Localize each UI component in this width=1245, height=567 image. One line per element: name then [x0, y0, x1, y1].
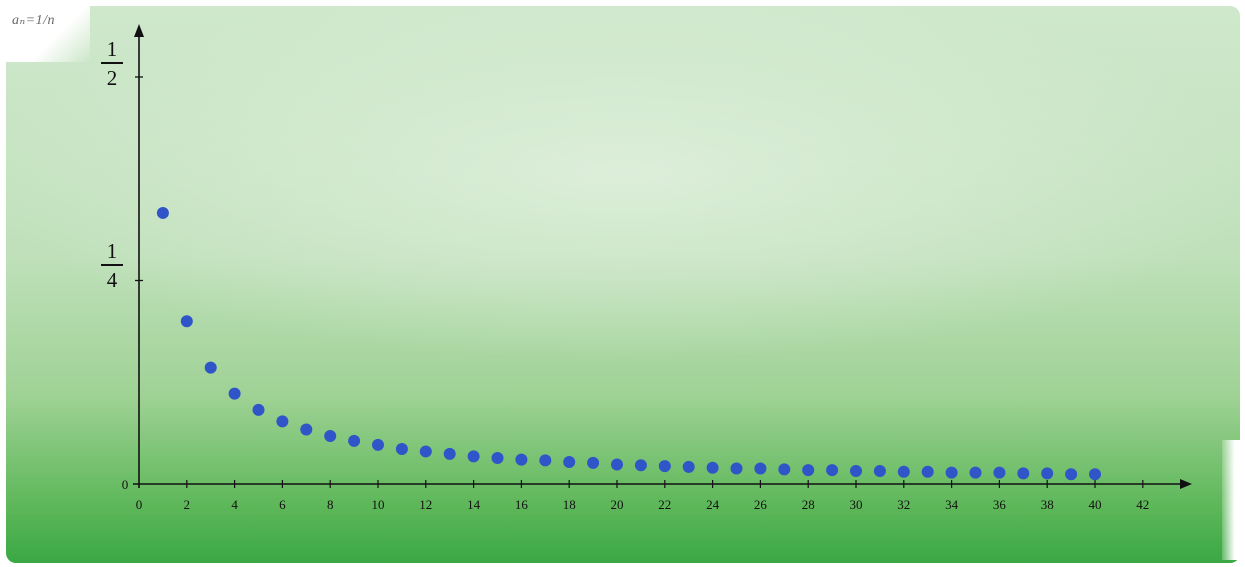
y-tick-label-half: 1 2	[101, 38, 123, 89]
data-point	[778, 463, 791, 476]
x-tick-label: 40	[1089, 497, 1102, 512]
y-tick-half-denominator: 2	[106, 65, 118, 90]
x-tick-label: 20	[611, 497, 624, 512]
data-point	[372, 438, 384, 451]
data-point	[443, 447, 456, 460]
y-axis-label: aₙ=1/n	[12, 13, 56, 28]
x-tick-label: 16	[515, 497, 529, 512]
x-tick-label: 36	[993, 497, 1007, 512]
y-tick-label-zero: 0	[122, 477, 129, 492]
y-axis-arrow	[134, 24, 144, 37]
data-point	[682, 460, 695, 473]
x-tick-label: 0	[136, 497, 143, 512]
x-tick-label: 14	[467, 497, 481, 512]
data-point	[324, 429, 337, 442]
torn-corner	[0, 0, 90, 62]
data-point	[419, 445, 432, 458]
ticks: 00 2 4 6 8 10 12 14 16 18 20 22 24 26 28 30 32 34 36 38 40 42	[122, 76, 1149, 512]
data-point	[945, 466, 958, 479]
data-point	[300, 423, 313, 436]
data-point	[873, 464, 886, 477]
data-point	[252, 403, 265, 416]
data-point	[587, 456, 600, 469]
data-point	[658, 460, 671, 473]
data-point	[897, 465, 910, 478]
y-tick-quarter-numerator: 1	[106, 239, 118, 263]
chart-background	[6, 6, 1240, 563]
y-tick-quarter-denominator: 4	[106, 267, 118, 292]
data-point	[969, 466, 982, 479]
data-point	[467, 450, 480, 463]
x-tick-label: 42	[1136, 497, 1149, 512]
data-point	[802, 464, 815, 477]
data-point	[491, 451, 504, 464]
data-point	[850, 464, 862, 477]
x-tick-label: 28	[802, 497, 815, 512]
x-tick-label: 6	[279, 497, 286, 512]
data-point	[993, 466, 1006, 479]
data-point	[730, 462, 743, 475]
x-tick-label: 34	[945, 497, 959, 512]
data-point	[826, 464, 839, 477]
data-point	[156, 206, 169, 219]
data-point	[1017, 467, 1030, 480]
data-point	[539, 454, 552, 467]
x-tick-label: 4	[231, 497, 238, 512]
data-point	[204, 361, 217, 374]
x-tick-label: 26	[754, 497, 768, 512]
data-point	[706, 461, 719, 474]
data-point	[1041, 467, 1054, 480]
data-point	[180, 315, 193, 328]
fraction-bar	[101, 62, 123, 64]
data-point	[1065, 468, 1078, 481]
data-point	[921, 465, 934, 478]
data-point	[634, 459, 647, 472]
x-tick-label: 22	[658, 497, 671, 512]
x-tick-label: 38	[1041, 497, 1054, 512]
y-tick-label-quarter: 1 4	[101, 240, 123, 291]
x-tick-label: 12	[419, 497, 432, 512]
x-tick-label: 8	[327, 497, 334, 512]
data-point	[395, 442, 408, 455]
data-point	[515, 453, 528, 466]
x-tick-label: 2	[184, 497, 191, 512]
axes	[133, 24, 1192, 489]
torn-edge	[1222, 440, 1245, 560]
data-point	[228, 387, 241, 400]
data-point	[754, 462, 767, 475]
x-tick-label: 30	[850, 497, 863, 512]
y-tick-half-numerator: 1	[106, 37, 118, 61]
data-point	[1089, 468, 1101, 481]
data-point	[348, 434, 361, 447]
data-point	[563, 456, 576, 469]
x-tick-label: 10	[372, 497, 385, 512]
data-point	[611, 458, 623, 471]
x-tick-label: 32	[897, 497, 910, 512]
x-tick-label: 18	[563, 497, 576, 512]
fraction-bar	[101, 264, 123, 266]
x-tick-label: 24	[706, 497, 720, 512]
data-point	[276, 415, 289, 428]
x-axis-arrow	[1180, 479, 1192, 489]
data-points	[156, 206, 1101, 481]
